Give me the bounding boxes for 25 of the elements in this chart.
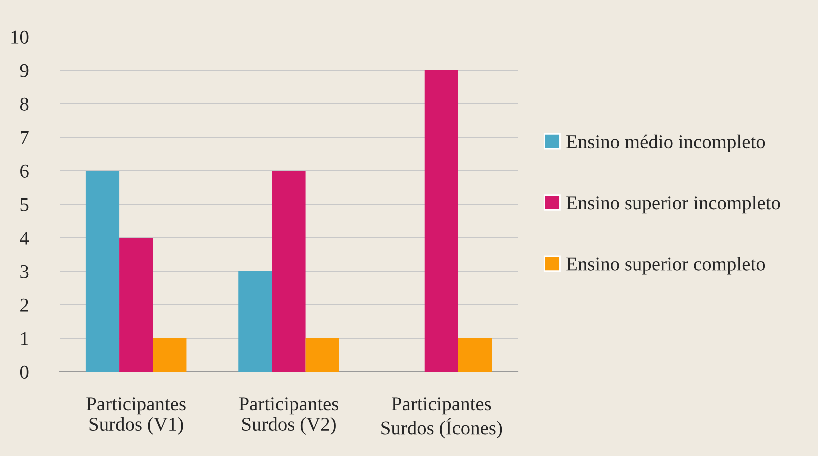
bar	[120, 238, 154, 372]
legend-label: Ensino médio incompleto	[566, 134, 766, 153]
y-tick-label: 8	[20, 98, 29, 111]
bar	[424, 70, 458, 372]
x-tick-label: Participantes Surdos (V2)	[239, 398, 339, 435]
bar	[86, 171, 120, 372]
y-tick-label: 7	[21, 132, 29, 144]
y-tick-label: 4	[20, 232, 30, 245]
bar	[238, 272, 272, 372]
y-tick-label: 3	[20, 265, 29, 278]
legend-label: Ensino superior incompleto	[566, 196, 780, 214]
bar	[153, 338, 187, 372]
bar	[272, 171, 306, 372]
y-tick-label: 5	[20, 198, 29, 212]
legend-label: Ensino superior completo	[566, 257, 766, 275]
x-tick-label: Participantes Surdos (V1)	[86, 398, 186, 435]
bar	[306, 338, 340, 372]
y-tick-label: 9	[20, 64, 29, 78]
y-tick-label: 1	[21, 332, 28, 346]
y-tick-label: 10	[12, 30, 29, 44]
bar	[458, 338, 492, 372]
y-tick-label: 2	[20, 298, 28, 312]
y-tick-label: 0	[20, 366, 29, 379]
x-tick-label: Participantes Surdos (Ícones)	[382, 398, 502, 439]
y-tick-label: 6	[20, 164, 29, 178]
